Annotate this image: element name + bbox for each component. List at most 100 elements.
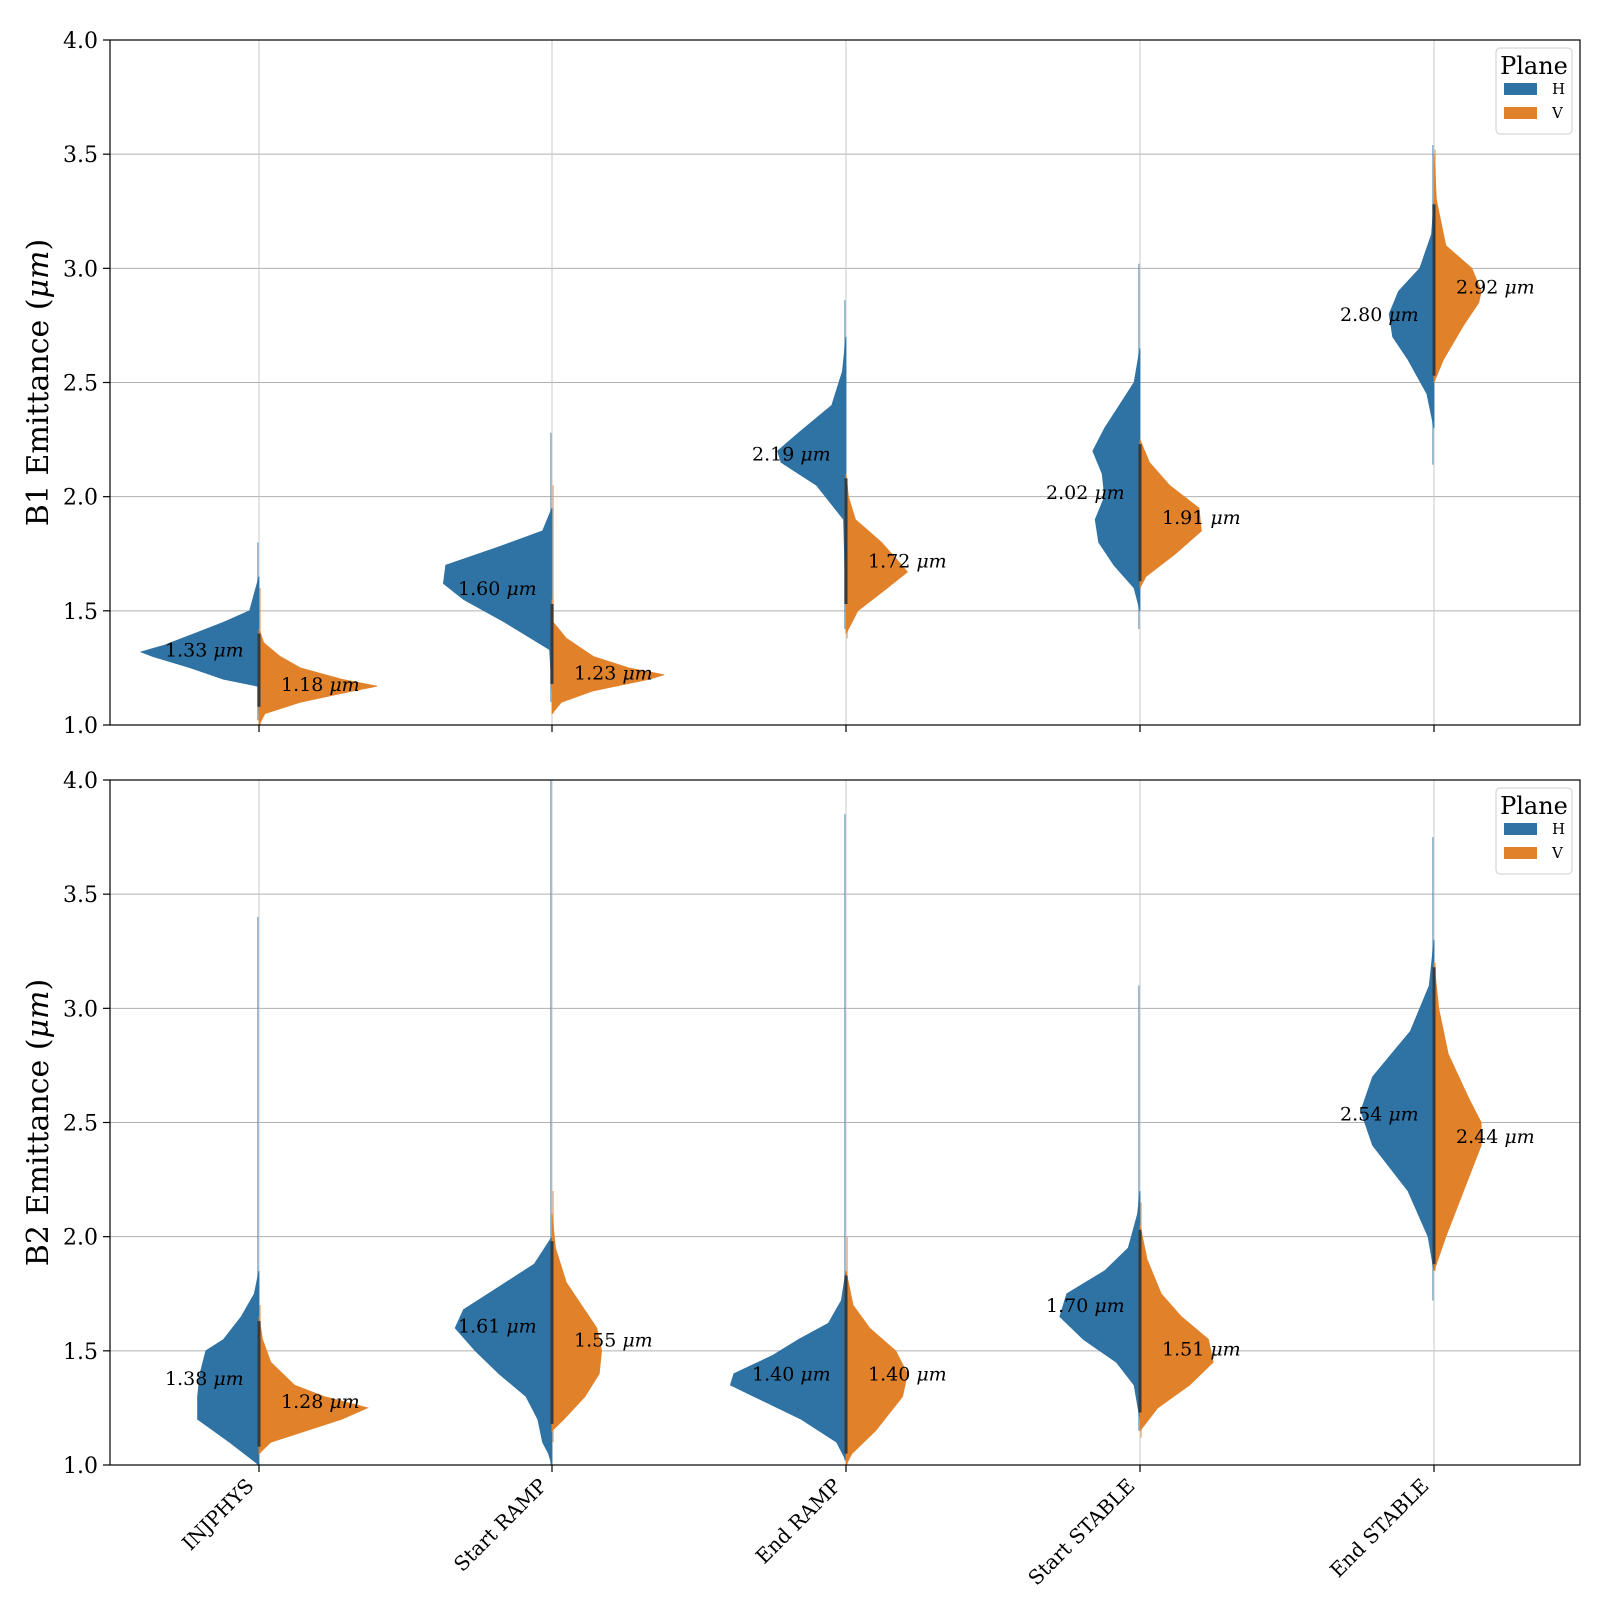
median-label: 1.70 μm	[1046, 1295, 1125, 1317]
median-label: 1.72 μm	[868, 551, 947, 573]
median-value: 2.44	[1456, 1126, 1498, 1148]
y-axis-label-close: )	[21, 239, 56, 251]
median-value: 1.70	[1046, 1295, 1088, 1317]
median-label: 1.55 μm	[574, 1329, 653, 1351]
axes-frame	[109, 39, 1581, 726]
y-axis-label: B2 Emittance (μm)	[21, 979, 56, 1266]
y-axis-label-close: )	[21, 979, 56, 991]
y-tick-label: 2.0	[63, 1226, 98, 1251]
legend-swatch-H	[1504, 823, 1537, 835]
y-axis-label-unit: μm	[21, 991, 56, 1039]
median-value: 1.28	[281, 1391, 323, 1413]
legend-swatch-V	[1504, 847, 1537, 859]
violin-V-1	[258, 1316, 369, 1455]
median-label: 2.92 μm	[1456, 277, 1535, 299]
median-value: 1.55	[574, 1329, 616, 1351]
median-value: 1.60	[458, 578, 500, 600]
y-tick-label: 3.0	[63, 997, 98, 1022]
median-unit: μm	[329, 674, 359, 696]
y-tick-label: 2.5	[63, 1112, 98, 1137]
median-label: 1.33 μm	[165, 640, 244, 662]
median-value: 1.33	[165, 640, 207, 662]
violin-H-2	[454, 1235, 553, 1466]
y-tick-label: 4.0	[63, 769, 98, 794]
median-unit: μm	[213, 640, 243, 662]
violin-V-3	[845, 1270, 908, 1466]
median-label: 1.23 μm	[574, 662, 653, 684]
y-tick-label: 1.5	[63, 1340, 98, 1365]
median-unit: μm	[1094, 1295, 1124, 1317]
median-unit: μm	[800, 443, 830, 465]
violin-V-2	[551, 1213, 603, 1432]
legend-entry-V: V	[1551, 104, 1564, 122]
panel-2: 1.0 1.5 2.0 2.5 3.0 3.5 4.0 INJPHYS Start RAMP En…	[21, 769, 1581, 1590]
y-tick-label: 1.0	[63, 1454, 98, 1479]
median-value: 1.61	[458, 1316, 500, 1338]
violin-V-4	[1139, 439, 1202, 589]
median-label: 1.60 μm	[458, 578, 537, 600]
median-value: 2.92	[1456, 277, 1498, 299]
median-label: 1.51 μm	[1162, 1339, 1241, 1361]
median-unit: μm	[916, 1364, 946, 1386]
median-value: 1.51	[1162, 1339, 1204, 1361]
violin-H-3	[729, 1270, 847, 1461]
median-label: 1.38 μm	[165, 1368, 244, 1390]
median-value: 1.91	[1162, 507, 1204, 529]
y-tick-label: 3.5	[63, 143, 98, 168]
median-value: 2.02	[1046, 482, 1088, 504]
median-label: 1.91 μm	[1162, 507, 1241, 529]
median-label: 1.61 μm	[458, 1316, 537, 1338]
median-label: 2.19 μm	[752, 443, 831, 465]
median-unit: μm	[506, 578, 536, 600]
panel-1: 1.01.52.02.53.03.54.01.33 μm1.60 μm2.19 μm2…	[21, 29, 1581, 739]
x-category-label: End STABLE	[1325, 1474, 1434, 1583]
median-unit: μm	[1504, 277, 1534, 299]
median-label: 2.44 μm	[1456, 1126, 1535, 1148]
median-unit: μm	[1504, 1126, 1534, 1148]
median-unit: μm	[213, 1368, 243, 1390]
median-value: 1.72	[868, 551, 910, 573]
y-tick-label: 2.0	[63, 486, 98, 511]
median-unit: μm	[1094, 482, 1124, 504]
y-axis-label-unit: μm	[21, 251, 56, 299]
median-value: 1.40	[752, 1364, 794, 1386]
legend-entry-V: V	[1551, 844, 1564, 862]
median-value: 1.18	[281, 674, 323, 696]
median-unit: μm	[916, 551, 946, 573]
axes-frame	[109, 779, 1581, 1466]
y-axis-label: B1 Emittance (μm)	[21, 239, 56, 526]
median-value: 1.23	[574, 662, 616, 684]
median-label: 1.40 μm	[752, 1364, 831, 1386]
x-category-label: Start RAMP	[449, 1474, 552, 1577]
violin-V-5	[1433, 962, 1482, 1272]
median-value: 2.19	[752, 443, 794, 465]
x-category-label: End RAMP	[751, 1474, 846, 1569]
median-value: 1.40	[868, 1364, 910, 1386]
y-tick-label: 3.5	[63, 883, 98, 908]
median-unit: μm	[1210, 507, 1240, 529]
x-category-label: INJPHYS	[177, 1474, 258, 1555]
y-axis-label-text: B1 Emittance (	[21, 298, 56, 526]
violin-H-3	[777, 336, 847, 611]
median-label: 2.80 μm	[1340, 304, 1419, 326]
median-label: 2.54 μm	[1340, 1103, 1419, 1125]
legend-swatch-H	[1504, 83, 1537, 95]
median-value: 2.54	[1340, 1103, 1382, 1125]
median-unit: μm	[329, 1391, 359, 1413]
violin-V-2	[551, 599, 665, 715]
x-category-label: Start STABLE	[1023, 1474, 1139, 1590]
violin-V-1	[258, 628, 378, 726]
median-label: 2.02 μm	[1046, 482, 1125, 504]
median-label: 1.28 μm	[281, 1391, 360, 1413]
legend-title: Plane	[1500, 792, 1568, 820]
legend-swatch-V	[1504, 107, 1537, 119]
median-unit: μm	[622, 662, 652, 684]
median-unit: μm	[800, 1364, 830, 1386]
legend-entry-H: H	[1552, 820, 1565, 838]
y-tick-label: 1.5	[63, 600, 98, 625]
y-tick-label: 2.5	[63, 372, 98, 397]
y-tick-label: 3.0	[63, 257, 98, 282]
